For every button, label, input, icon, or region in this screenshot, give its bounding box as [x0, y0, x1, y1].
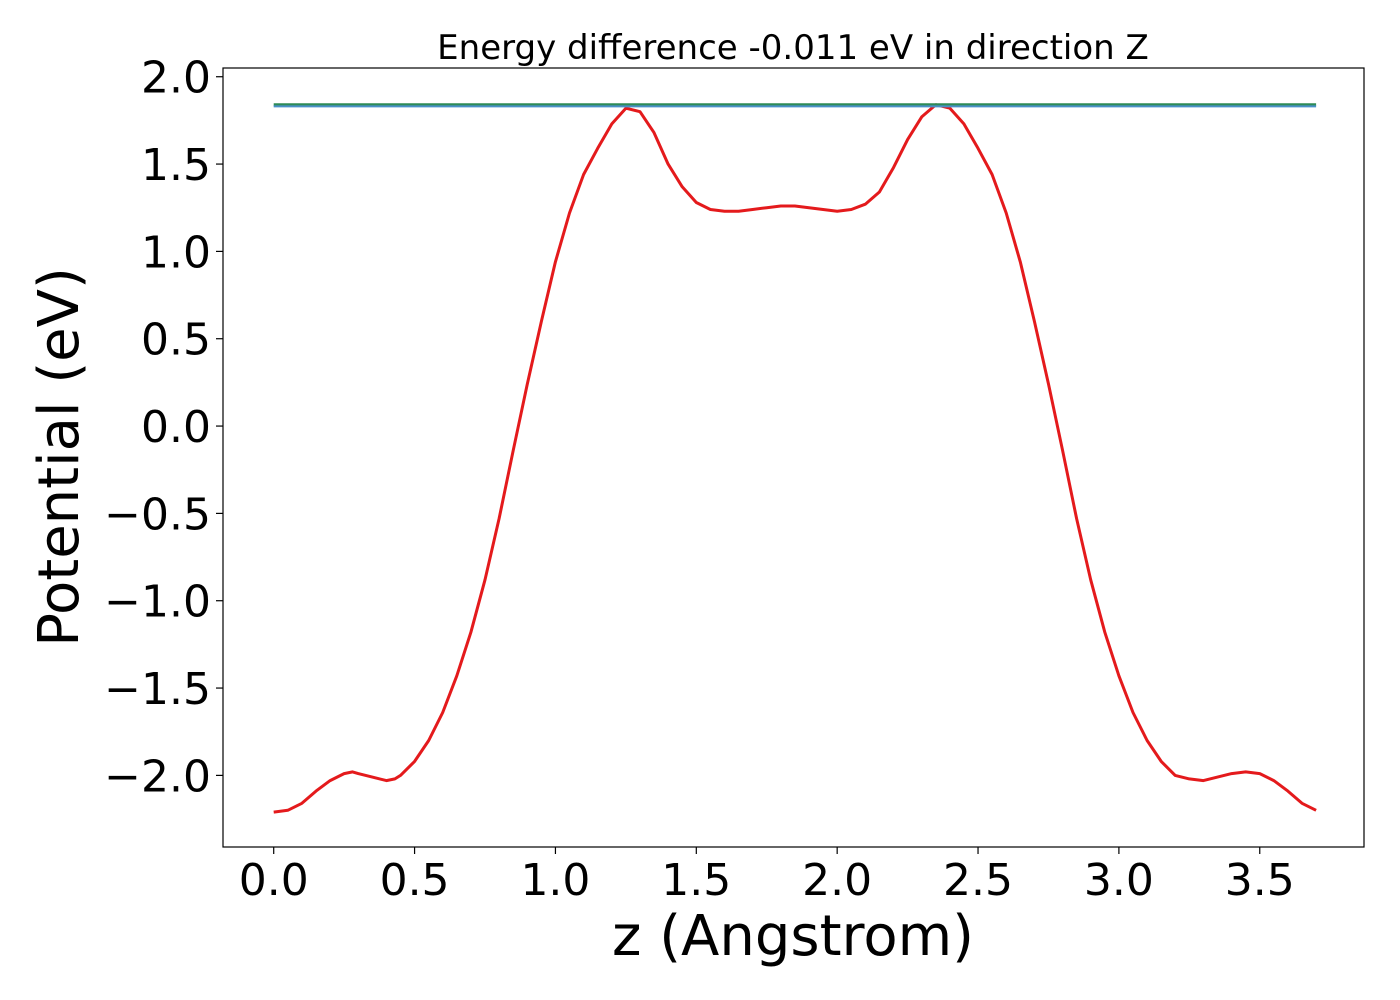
x-tick-label: 2.0: [802, 855, 872, 906]
x-tick-label: 3.0: [1084, 855, 1154, 906]
y-tick-label: 0.5: [141, 315, 211, 366]
x-axis-title: z (Angstrom): [612, 904, 974, 969]
y-tick-label: −0.5: [104, 489, 211, 540]
x-tick-label: 2.5: [943, 855, 1013, 906]
series-layer: [273, 103, 1317, 814]
plot-frame: [222, 67, 1365, 848]
x-axis: 0.0 0.5 1.0 1.5 2.0 2.5 3.0 3.5: [239, 847, 1295, 906]
chart-title: Energy difference -0.011 eV in direction…: [437, 28, 1149, 68]
x-tick-label: 0.5: [380, 855, 450, 906]
y-tick-label: 1.5: [141, 140, 211, 191]
y-axis: −2.0 −1.5 −1.0 −0.5 0.0 0.5 1.0 1.5 2.0: [104, 53, 223, 802]
y-tick-label: 2.0: [141, 53, 211, 104]
x-tick-label: 1.0: [520, 855, 590, 906]
x-tick-label: 1.5: [661, 855, 731, 906]
x-tick-label: 3.5: [1225, 855, 1295, 906]
x-tick-label: 0.0: [239, 855, 309, 906]
y-axis-title: Potential (eV): [27, 267, 92, 647]
y-tick-label: 0.0: [141, 402, 211, 453]
y-tick-label: −1.0: [104, 577, 211, 628]
y-tick-label: −2.0: [104, 751, 211, 802]
y-tick-label: 1.0: [141, 227, 211, 278]
y-tick-label: −1.5: [104, 664, 211, 715]
potential-line: [273, 103, 1317, 814]
